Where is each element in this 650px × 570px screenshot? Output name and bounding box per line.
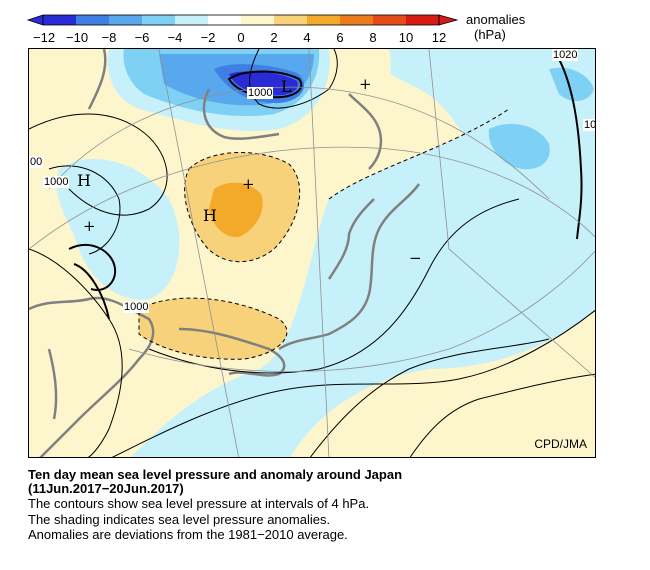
negative-anomaly-northeast [359, 49, 595, 222]
colorbar-swatch [76, 15, 109, 25]
graticule [29, 49, 595, 457]
caption-period: (11Jun.2017−20Jun.2017) [28, 481, 184, 496]
high-pressure-center-central: H [203, 206, 217, 225]
colorbar-arrow-right [438, 14, 459, 26]
colorbar-tick-label: 10 [398, 30, 414, 45]
colorbar-tick-label: 8 [369, 30, 377, 45]
negative-anomaly-sign: − [409, 249, 422, 267]
colorbar-swatch [208, 15, 241, 25]
positive-anomaly-sign: + [83, 217, 96, 235]
colorbar-tick-label: −4 [167, 30, 183, 45]
map-credit: CPD/JMA [534, 437, 587, 451]
anomaly-zero-lines [138, 108, 510, 360]
colorbar-tick-label: −6 [134, 30, 150, 45]
colorbar-tick-label: −12 [33, 30, 56, 45]
colorbar-arrow-left [26, 14, 44, 26]
isobar-label: 1000 [247, 87, 274, 99]
legend-title: anomalies [466, 12, 526, 27]
colorbar-swatch [241, 15, 274, 25]
isobar-label: 1000 [123, 301, 150, 313]
low-pressure-center: L [281, 77, 292, 96]
thick-isobars [68, 58, 583, 320]
map-graphics [29, 49, 595, 457]
colorbar-tick-label: 6 [336, 30, 344, 45]
legend-unit: (hPa) [474, 27, 506, 42]
caption-line: Anomalies are deviations from the 1981−2… [28, 527, 348, 542]
positive-anomaly-south [139, 298, 287, 360]
colorbar-border [42, 14, 440, 26]
caption-title: Ten day mean sea level pressure and anom… [28, 467, 403, 482]
colorbar-swatch [406, 15, 439, 25]
positive-anomaly-north [338, 49, 391, 104]
colorbar-tick-label: −8 [101, 30, 117, 45]
colorbar-swatch [340, 15, 373, 25]
positive-anomaly-sign: + [359, 75, 372, 93]
caption-line: The contours show sea level pressure at … [28, 496, 370, 511]
colorbar-swatch [175, 15, 208, 25]
positive-anomaly-sign: + [242, 175, 255, 193]
pressure-anomaly-map: L H H + + + − 1000 1000 1000 1020 10 00 … [28, 48, 596, 458]
colorbar-tick-label: −10 [66, 30, 89, 45]
isobars [29, 49, 595, 457]
colorbar-swatch [307, 15, 340, 25]
colorbar-swatch [109, 15, 142, 25]
colorbar-swatch [43, 15, 76, 25]
negative-spot-east [488, 124, 550, 170]
colorbar-tick-label: 12 [431, 30, 447, 45]
positive-core-center [209, 182, 263, 238]
isobar-label: 1000 [43, 176, 70, 188]
colorbar-swatch [373, 15, 406, 25]
colorbar-swatch [142, 15, 175, 25]
high-pressure-center-west: H [77, 171, 91, 190]
colorbar-swatch [274, 15, 307, 25]
isobar-label: 00 [29, 156, 44, 168]
negative-spot-far-east [549, 67, 594, 101]
isobar-label: 1020 [552, 49, 579, 61]
isobar-label: 10 [583, 119, 596, 131]
negative-anomaly-west [56, 159, 180, 300]
coastlines [29, 49, 421, 457]
anomaly-colorbar [26, 14, 459, 26]
colorbar-tick-label: −2 [200, 30, 216, 45]
colorbar-tick-label: 0 [237, 30, 245, 45]
colorbar-tick-label: 2 [270, 30, 278, 45]
caption-line: The shading indicates sea level pressure… [28, 512, 331, 527]
colorbar-tick-label: 4 [303, 30, 311, 45]
